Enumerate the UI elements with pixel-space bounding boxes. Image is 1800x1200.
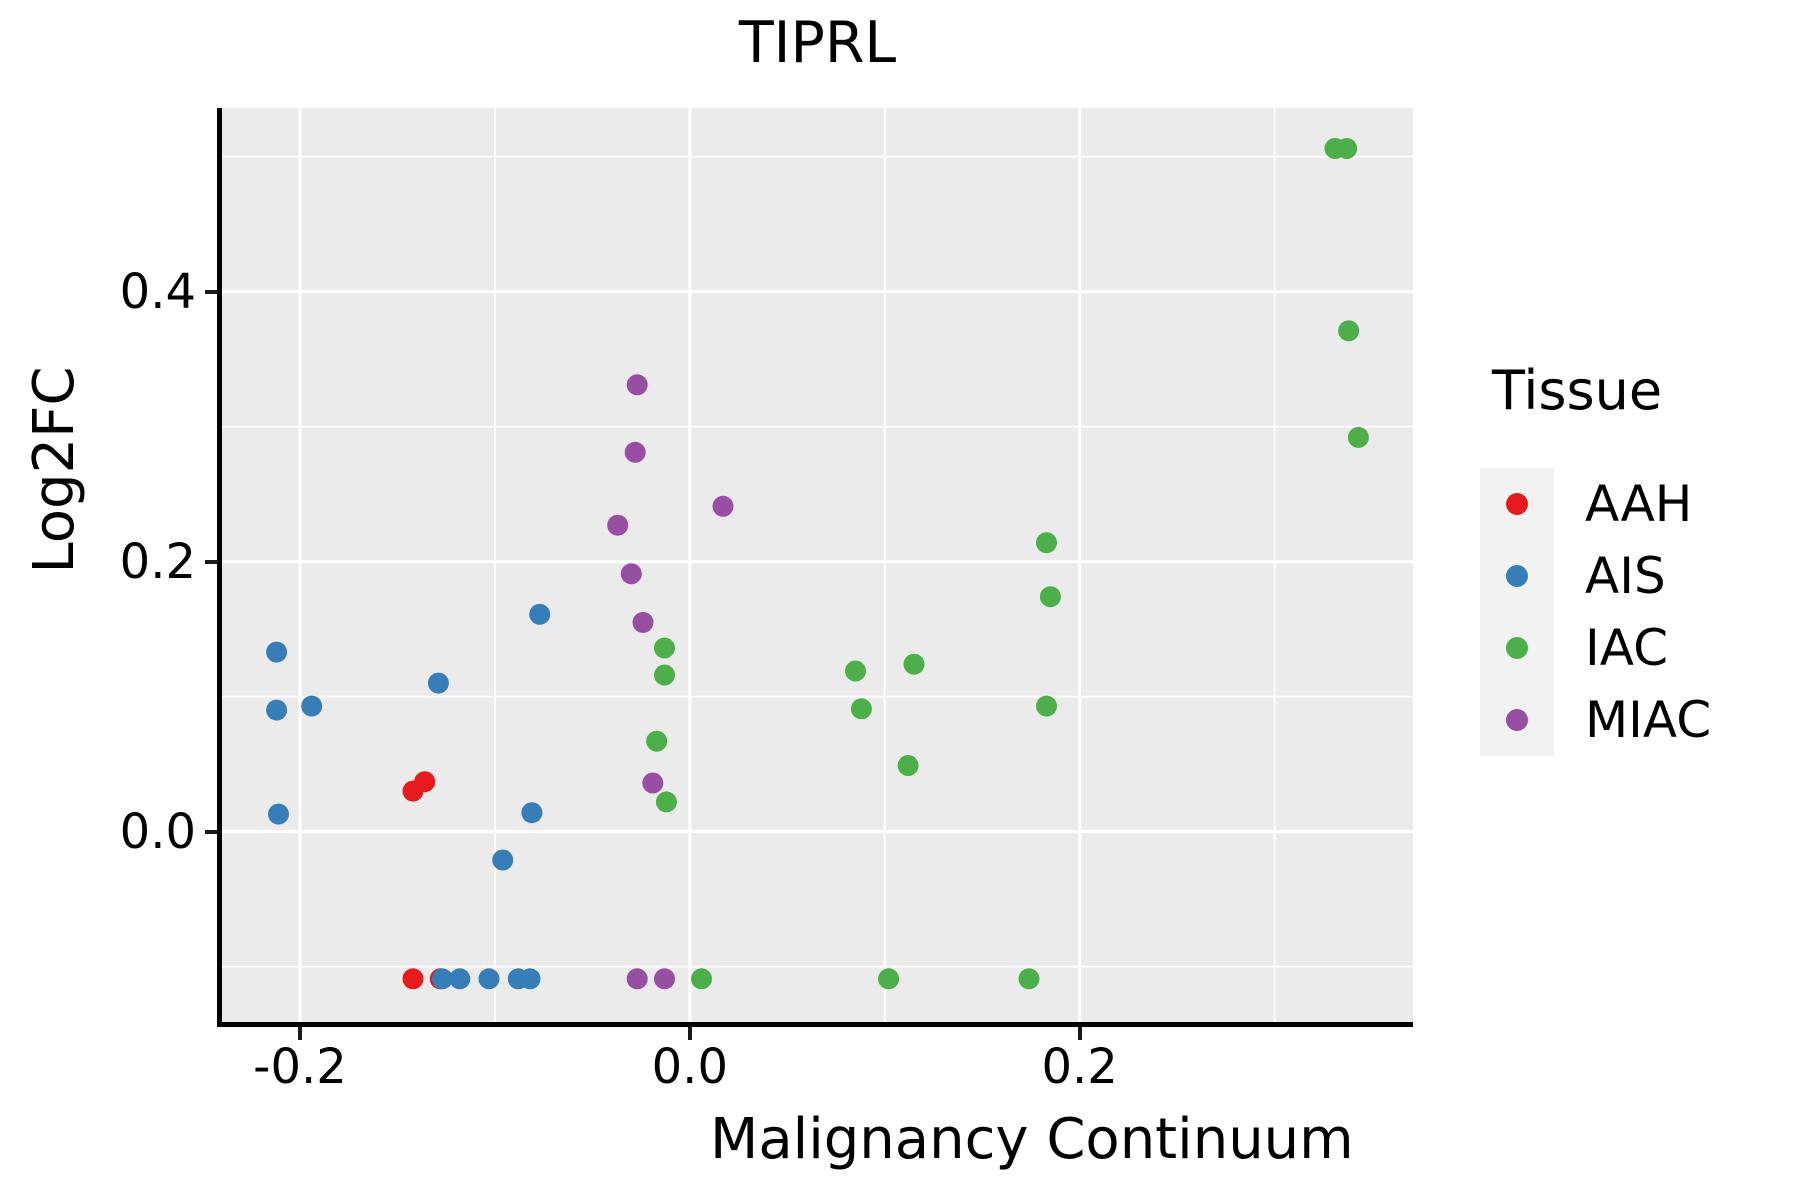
legend-label: AIS xyxy=(1585,547,1666,605)
x-tick-label: 0.0 xyxy=(651,1039,728,1095)
data-point-ais xyxy=(449,968,471,990)
y-tick-mark xyxy=(205,289,218,294)
legend-label: AAH xyxy=(1585,475,1693,533)
y-tick-mark xyxy=(205,559,218,564)
data-point-iac xyxy=(878,968,900,990)
data-point-iac xyxy=(655,791,677,813)
data-point-aah xyxy=(402,968,424,990)
legend-item-ais: AIS xyxy=(1480,540,1800,612)
x-tick-label: 0.2 xyxy=(1041,1039,1118,1095)
data-point-miac xyxy=(654,968,675,990)
legend-dot-iac xyxy=(1506,637,1528,659)
data-point-iac xyxy=(903,653,925,675)
legend-key xyxy=(1480,684,1554,756)
data-point-iac xyxy=(850,698,872,720)
plot-panel xyxy=(217,108,1413,1027)
data-point-iac xyxy=(845,660,866,682)
data-point-miac xyxy=(626,374,648,396)
y-tick-label: 0.0 xyxy=(119,803,196,860)
data-point-ais xyxy=(268,803,289,825)
data-point-ais xyxy=(529,603,551,625)
x-tick-label: -0.2 xyxy=(253,1039,347,1095)
x-tick-mark xyxy=(1077,1027,1082,1040)
legend-item-aah: AAH xyxy=(1480,468,1800,540)
data-point-ais xyxy=(521,802,543,824)
x-tick-mark xyxy=(297,1027,302,1040)
legend-dot-miac xyxy=(1506,709,1528,731)
y-tick-mark xyxy=(205,829,218,834)
legend-dot-aah xyxy=(1506,493,1528,515)
legend-item-miac: MIAC xyxy=(1480,684,1800,756)
data-point-iac xyxy=(1338,320,1360,342)
y-tick-label: 0.4 xyxy=(119,263,196,320)
y-tick-label: 0.2 xyxy=(119,533,196,590)
data-point-ais xyxy=(427,672,449,694)
data-point-ais xyxy=(519,968,541,990)
data-point-ais xyxy=(492,849,514,871)
data-point-iac xyxy=(1347,426,1369,448)
data-point-iac xyxy=(646,730,668,752)
x-tick-mark xyxy=(687,1027,692,1040)
data-point-iac xyxy=(1036,695,1057,717)
data-point-miac xyxy=(626,968,648,990)
data-point-iac xyxy=(654,664,675,686)
data-point-iac xyxy=(654,637,675,659)
data-point-iac xyxy=(1018,968,1040,990)
data-point-ais xyxy=(266,641,288,663)
legend-key xyxy=(1480,612,1554,684)
data-point-ais xyxy=(266,699,288,721)
data-point-iac xyxy=(1336,138,1358,159)
data-point-miac xyxy=(632,611,654,633)
data-point-iac xyxy=(691,968,712,990)
legend-label: MIAC xyxy=(1585,691,1712,749)
data-point-miac xyxy=(642,772,664,794)
data-point-iac xyxy=(1036,532,1057,554)
legend-title: Tissue xyxy=(1492,359,1663,422)
legend-key xyxy=(1480,468,1554,540)
legend-dot-ais xyxy=(1506,565,1528,587)
data-point-ais xyxy=(301,695,323,717)
legend-items: AAH AIS IAC MIAC xyxy=(1480,468,1800,756)
legend-item-iac: IAC xyxy=(1480,612,1800,684)
data-point-iac xyxy=(1039,586,1061,608)
scatter-plot-canvas xyxy=(222,108,1413,1022)
data-point-miac xyxy=(712,495,734,517)
legend-key xyxy=(1480,540,1554,612)
data-point-ais xyxy=(431,968,453,990)
data-point-miac xyxy=(607,514,629,536)
data-point-iac xyxy=(897,755,919,776)
chart-title: TIPRL xyxy=(738,10,897,76)
data-point-ais xyxy=(478,968,500,990)
data-point-miac xyxy=(620,563,642,585)
data-point-miac xyxy=(624,441,646,463)
legend-label: IAC xyxy=(1585,619,1668,677)
data-point-aah xyxy=(414,771,436,793)
